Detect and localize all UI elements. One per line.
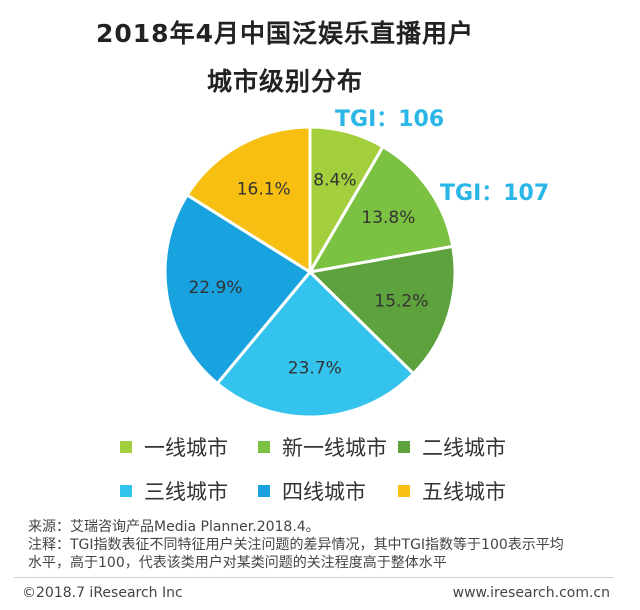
- legend-label: 四线城市: [282, 480, 366, 504]
- pie-slice: [163, 192, 313, 386]
- pie-slice: [307, 144, 455, 275]
- pie-slice: [185, 125, 312, 275]
- legend-item-tier5: 五线城市: [398, 476, 506, 506]
- legend-label: 二线城市: [422, 436, 506, 460]
- legend-label: 五线城市: [422, 480, 506, 504]
- legend-swatch: [398, 441, 410, 453]
- slice-label: 15.2%: [374, 291, 428, 311]
- copyright: ©2018.7 iResearch Inc: [22, 585, 183, 601]
- slice-label: 16.1%: [237, 179, 291, 199]
- slice-label: 13.8%: [361, 208, 415, 228]
- chart-title-line2: 城市级别分布: [206, 67, 363, 96]
- legend-swatch: [398, 485, 410, 497]
- slice-label: 23.7%: [288, 359, 342, 379]
- note-line1: 注释：TGI指数表征不同特征用户关注问题的差异情况，其中TGI指数等于100表示…: [28, 537, 564, 553]
- note-line2: 水平，高于100，代表该类用户对某类问题的关注程度高于整体水平: [28, 555, 447, 571]
- legend-item-tier4: 四线城市: [258, 476, 366, 506]
- slice-label: 22.9%: [188, 278, 242, 298]
- tgi-annotation: TGI：107: [440, 181, 549, 206]
- source-note: 来源：艾瑞咨询产品Media Planner.2018.4。: [28, 519, 320, 535]
- legend-item-new-tier1: 新一线城市: [258, 432, 387, 462]
- legend-label: 一线城市: [144, 436, 228, 460]
- legend-item-tier3: 三线城市: [120, 476, 228, 506]
- legend-swatch: [258, 441, 270, 453]
- chart-title-line1: 2018年4月中国泛娱乐直播用户: [96, 19, 474, 48]
- legend-swatch: [258, 485, 270, 497]
- tgi-annotation: TGI：106: [335, 107, 444, 132]
- legend-item-tier2: 二线城市: [398, 432, 506, 462]
- legend-swatch: [120, 441, 132, 453]
- legend-item-tier1: 一线城市: [120, 432, 228, 462]
- pie-slice: [215, 269, 416, 419]
- legend-label: 新一线城市: [282, 436, 387, 460]
- footer-divider: [14, 577, 614, 578]
- website: www.iresearch.com.cn: [452, 585, 610, 601]
- legend-swatch: [120, 485, 132, 497]
- slice-label: 8.4%: [313, 171, 356, 191]
- pie-slice: [306, 244, 457, 376]
- legend-label: 三线城市: [144, 480, 228, 504]
